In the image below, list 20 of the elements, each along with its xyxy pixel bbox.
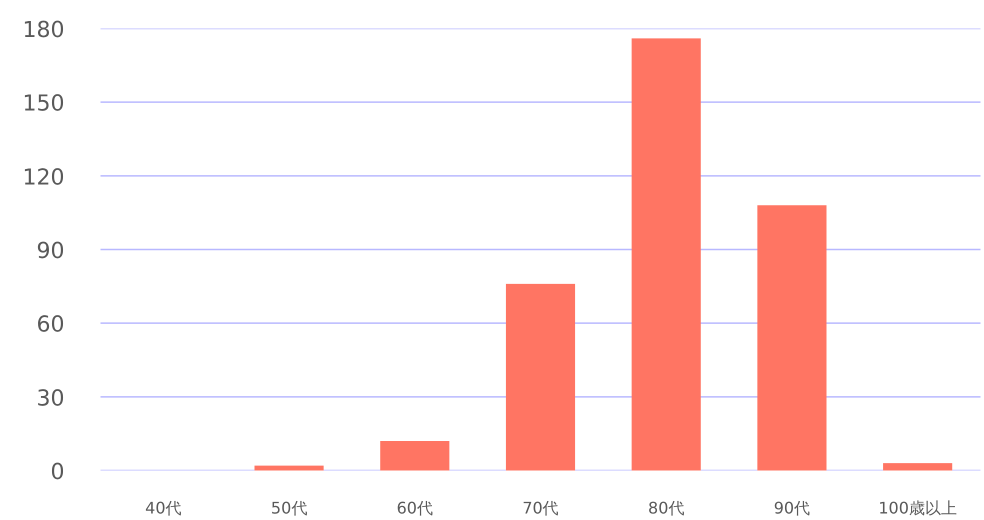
y-tick-label: 120 — [22, 165, 65, 190]
bar — [506, 284, 576, 470]
y-tick-label: 60 — [36, 312, 65, 338]
x-tick-label: 70代 — [522, 498, 559, 518]
x-tick-label: 60代 — [396, 498, 433, 518]
bar — [757, 205, 826, 470]
x-tick-label: 90代 — [774, 498, 810, 518]
x-tick-label: 100歳以上 — [878, 498, 957, 518]
x-tick-label: 80代 — [648, 498, 684, 518]
y-tick-label: 0 — [50, 460, 65, 485]
bar — [632, 38, 701, 470]
y-tick-label: 150 — [22, 92, 65, 117]
bar — [380, 441, 450, 470]
y-tick-label: 30 — [36, 386, 65, 412]
bar — [883, 463, 952, 470]
x-tick-label: 50代 — [270, 498, 308, 518]
bar — [254, 466, 324, 470]
y-tick-label: 90 — [36, 239, 65, 264]
y-tick-label: 180 — [22, 18, 65, 43]
x-tick-label: 40代 — [145, 498, 182, 518]
